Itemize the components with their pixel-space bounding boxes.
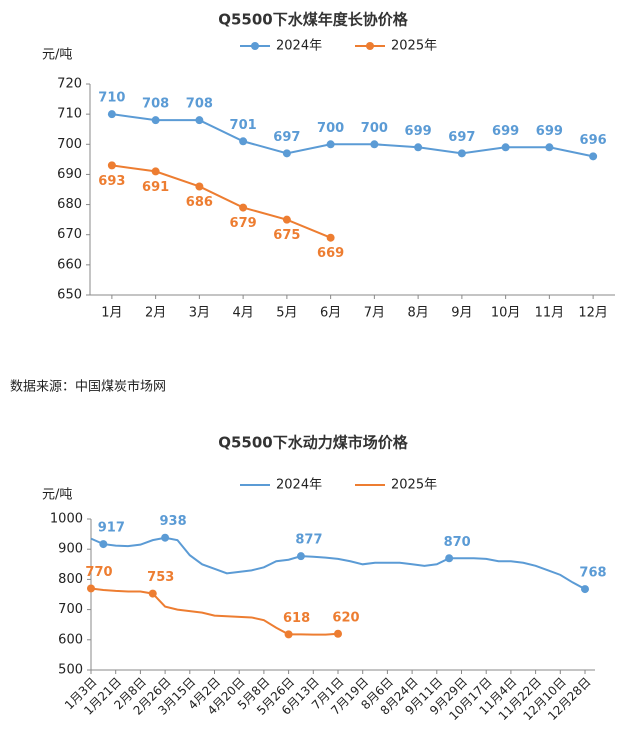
legend-label: 2025年 [391,39,437,54]
y-tick-label: 690 [57,167,82,182]
point [326,140,335,149]
data-label: 768 [579,566,606,581]
series-line [90,536,586,590]
point [148,589,157,598]
data-label: 870 [444,535,471,550]
y-tick-label: 680 [57,197,82,212]
point [282,215,291,224]
legend-marker [366,42,374,50]
legend-label: 2025年 [391,478,437,493]
data-label: 686 [186,195,213,210]
point [239,137,248,146]
y-tick-label: 500 [58,663,83,678]
data-label: 693 [98,174,125,189]
source-note: 数据来源：中国煤炭市场网 [10,379,166,395]
y-tick-label: 670 [57,227,82,242]
data-label: 675 [273,228,300,243]
point [501,143,510,152]
series-line [111,164,332,239]
x-tick-label: 6月 [320,306,341,321]
series-line [111,113,594,158]
x-tick-label: 10月 [491,306,521,321]
y-tick-label: 650 [57,288,82,303]
x-tick-label: 9月 [451,306,472,321]
y-tick-label: 600 [58,632,83,647]
point [581,585,589,594]
data-label: 699 [492,124,519,139]
data-label: 697 [448,130,475,145]
y-tick-label: 900 [58,542,83,557]
point [284,630,293,639]
legend-label: 2024年 [276,39,322,54]
data-label: 708 [142,97,169,112]
y-tick-label: 700 [58,602,83,617]
data-label: 753 [147,570,174,585]
x-tick-label: 5月 [276,306,297,321]
point [545,143,554,152]
data-label: 691 [142,180,169,195]
legend-marker [251,42,259,50]
data-label: 620 [332,610,359,625]
point [195,182,204,191]
data-label: 917 [98,521,125,536]
point [457,149,466,158]
x-tick-label: 4月 [232,306,253,321]
point [370,140,379,149]
data-label: 938 [160,514,187,529]
y-tick-label: 700 [57,137,82,152]
data-label: 679 [230,216,257,231]
point [589,152,598,161]
x-tick-label: 2月 [145,306,166,321]
point [296,552,305,561]
data-label: 708 [186,97,213,112]
point [239,203,248,212]
y-axis-label: 元/吨 [42,488,72,503]
x-tick-label: 11月 [535,306,565,321]
point [107,161,116,170]
y-axis-label: 元/吨 [42,48,72,63]
chart-title: Q5500下水动力煤市场价格 [218,434,409,452]
point [107,110,116,119]
data-label: 700 [317,121,344,136]
point [326,233,335,242]
y-tick-label: 660 [57,257,82,272]
y-tick-label: 720 [57,77,82,92]
chart-title: Q5500下水煤年度长协价格 [218,11,409,29]
point [99,540,108,549]
y-tick-label: 710 [57,107,82,122]
data-label: 618 [283,611,310,626]
point [334,629,342,638]
data-label: 770 [85,565,112,580]
x-tick-label: 12月 [578,306,608,321]
point [445,554,454,563]
data-label: 697 [273,130,300,145]
point [161,533,170,542]
data-label: 699 [536,124,563,139]
x-tick-label: 8月 [407,306,428,321]
data-label: 710 [98,91,125,106]
data-label: 696 [580,133,607,148]
y-tick-label: 1000 [50,512,83,527]
point [87,584,95,593]
x-tick-label: 7月 [364,306,385,321]
x-tick-label: 1月 [101,306,122,321]
point [151,116,160,125]
legend-label: 2024年 [276,478,322,493]
point [282,149,291,158]
data-label: 699 [405,124,432,139]
data-label: 877 [295,533,322,548]
data-label: 700 [361,121,388,136]
point [195,116,204,125]
y-tick-label: 800 [58,572,83,587]
data-label: 669 [317,246,344,261]
data-label: 701 [230,118,257,133]
point [414,143,423,152]
series-line [90,587,339,636]
x-tick-label: 3月 [189,306,210,321]
point [151,167,160,176]
